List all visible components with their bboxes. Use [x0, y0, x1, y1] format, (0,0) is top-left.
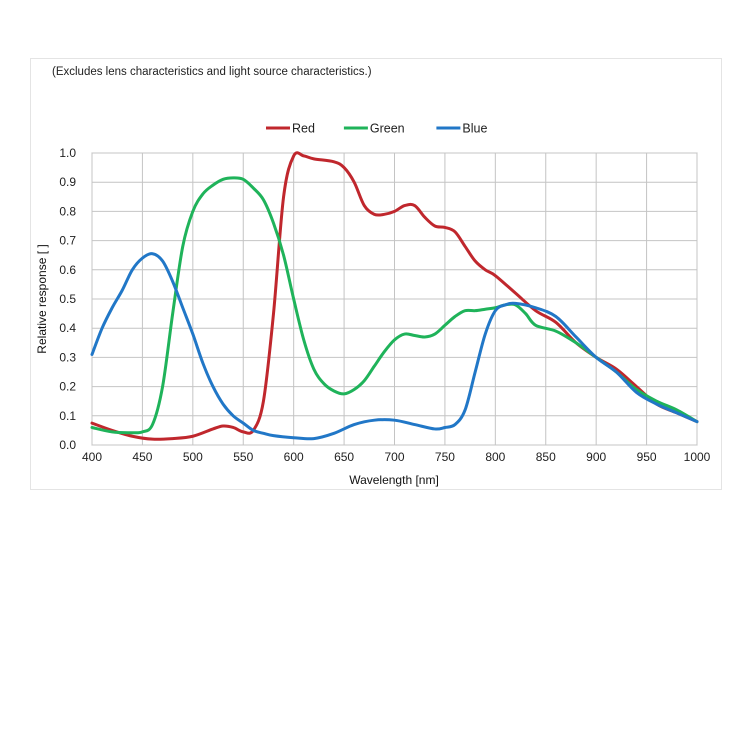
- x-tick-label: 400: [82, 450, 102, 464]
- legend: Red Green Blue: [266, 122, 487, 136]
- x-tick-label: 500: [183, 450, 203, 464]
- legend-label-green: Green: [370, 122, 405, 136]
- y-tick-label: 0.1: [59, 409, 76, 423]
- x-tick-label: 850: [536, 450, 556, 464]
- y-tick-label: 0.4: [59, 321, 76, 335]
- x-tick-label: 1000: [684, 450, 711, 464]
- y-tick-label: 0.2: [59, 380, 76, 394]
- y-tick-label: 0.7: [59, 234, 76, 248]
- y-tick-label: 0.8: [59, 204, 76, 218]
- y-tick-label: 0.5: [59, 292, 76, 306]
- legend-label-blue: Blue: [462, 122, 487, 136]
- series-line-red: [90, 151, 699, 441]
- chart-note: (Excludes lens characteristics and light…: [52, 66, 372, 78]
- series-line-blue: [90, 252, 699, 441]
- y-tick-label: 0.3: [59, 350, 76, 364]
- x-tick-label: 450: [132, 450, 152, 464]
- legend-label-red: Red: [292, 122, 315, 136]
- y-tick-label: 0.9: [59, 175, 76, 189]
- y-tick-label: 1.0: [59, 146, 76, 160]
- x-tick-label: 550: [233, 450, 253, 464]
- x-tick-label: 750: [435, 450, 455, 464]
- series-lines: [90, 151, 699, 441]
- x-tick-label: 900: [586, 450, 606, 464]
- x-axis-label: Wavelength [nm]: [349, 473, 439, 487]
- y-axis-label: Relative response [ ]: [35, 244, 49, 353]
- grid: [91, 152, 698, 446]
- x-tick-label: 950: [637, 450, 657, 464]
- y-tick-label: 0.6: [59, 263, 76, 277]
- x-tick-label: 650: [334, 450, 354, 464]
- x-tick-label: 600: [284, 450, 304, 464]
- y-tick-label: 0.0: [59, 438, 76, 452]
- x-tick-label: 800: [485, 450, 505, 464]
- x-tick-label: 700: [384, 450, 404, 464]
- tick-labels: 400 450 500 550 600 650 700 750 800 850 900 950 1000…: [59, 146, 710, 464]
- series-line-green: [90, 176, 699, 435]
